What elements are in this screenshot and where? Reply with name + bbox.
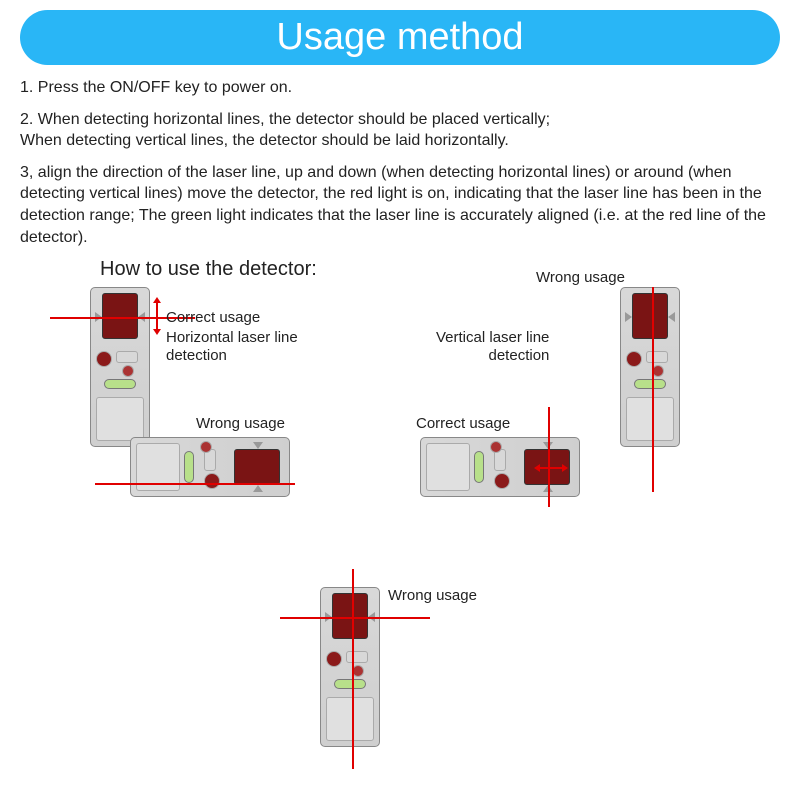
detector-vertical-correct xyxy=(90,287,150,447)
label-vert-caption: Vertical laser line detection xyxy=(436,329,549,365)
diagram-area: Correct usage Horizontal laser line dete… xyxy=(20,287,780,797)
instruction-2: 2. When detecting horizontal lines, the … xyxy=(20,109,780,152)
laser-line-v1 xyxy=(548,407,550,507)
arrow-updown-1 xyxy=(156,299,158,333)
laser-line-v2 xyxy=(652,287,654,492)
label-wrong-2: Wrong usage xyxy=(536,269,625,287)
section-label: How to use the detector: xyxy=(100,258,780,281)
label-wrong-3: Wrong usage xyxy=(388,587,477,605)
detector-vertical-cross-wrong xyxy=(320,587,380,747)
instruction-3: 3, align the direction of the laser line… xyxy=(20,162,780,248)
laser-line-h3 xyxy=(280,617,430,619)
label-correct-1: Correct usage xyxy=(166,309,260,327)
laser-line-h2 xyxy=(95,483,295,485)
laser-line-v3 xyxy=(352,569,354,769)
instruction-1: 1. Press the ON/OFF key to power on. xyxy=(20,77,780,99)
label-correct-2: Correct usage xyxy=(416,415,510,433)
instructions-block: 1. Press the ON/OFF key to power on. 2. … xyxy=(20,77,780,248)
detector-vertical-wrong xyxy=(620,287,680,447)
title-bar: Usage method xyxy=(20,10,780,65)
label-wrong-1: Wrong usage xyxy=(196,415,285,433)
detector-horizontal-wrong xyxy=(130,437,290,497)
label-horiz-caption: Horizontal laser line detection xyxy=(166,329,298,365)
arrow-leftright-1 xyxy=(536,467,566,469)
